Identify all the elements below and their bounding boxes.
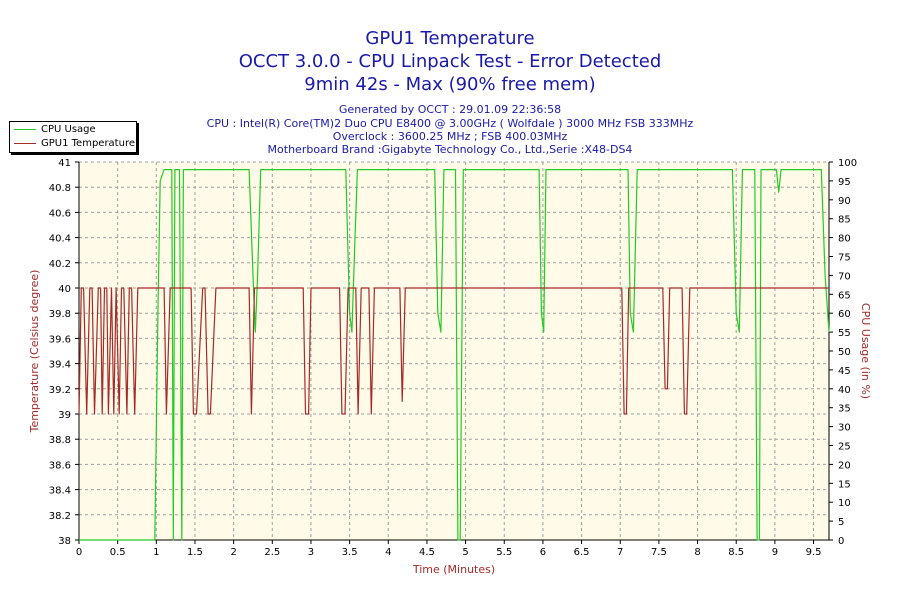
y-right-tick-label: 70 [838, 271, 851, 282]
y-axis-right-label: CPU Usage (in %) [859, 303, 872, 399]
x-tick-label: 1.5 [187, 547, 203, 558]
y-right-tick-label: 30 [838, 423, 851, 434]
x-ticks: 0 0.5 1 1.5 2 2.5 3 3.5 4 4.5 5 5.5 6 6.5 7 7.5 8 8.5 9 9.5 [76, 540, 822, 558]
y-left-tick-label: 39.6 [49, 334, 71, 345]
y-left-tick-label: 40.4 [49, 234, 71, 245]
x-tick-label: 9 [772, 547, 778, 558]
x-tick-label: 1 [153, 547, 159, 558]
y-right-tick-label: 85 [838, 215, 851, 226]
x-tick-label: 4 [385, 547, 391, 558]
y-right-tick-label: 40 [838, 385, 851, 396]
x-axis-label: Time (Minutes) [412, 563, 495, 576]
y-left-ticks: 38 38.2 38.4 38.6 38.8 39 39.2 39.4 39.6 39.8 40 40… [49, 158, 79, 547]
y-right-tick-label: 45 [838, 366, 851, 377]
x-tick-label: 2.5 [264, 547, 280, 558]
gpu-temperature-line [78, 287, 829, 415]
chart-subtitle-duration: 9min 42s - Max (90% free mem) [304, 74, 596, 95]
y-right-tick-label: 75 [838, 253, 851, 264]
cpu-info: CPU : Intel(R) Core(TM)2 Duo CPU E8400 @… [206, 117, 694, 130]
y-left-tick-label: 38.4 [49, 486, 71, 497]
chart-subtitle: OCCT 3.0.0 - CPU Linpack Test - Error De… [238, 51, 662, 72]
overclock-info: Overclock : 3600.25 MHz ; FSB 400.03MHz [332, 130, 568, 143]
chart-title: GPU1 Temperature [365, 28, 535, 49]
x-tick-label: 5.5 [496, 547, 512, 558]
y-right-tick-label: 25 [838, 442, 851, 453]
y-right-tick-label: 60 [838, 309, 851, 320]
x-tick-label: 2 [230, 547, 236, 558]
x-tick-label: 8 [694, 547, 700, 558]
y-right-tick-label: 15 [838, 479, 851, 490]
y-right-tick-label: 50 [838, 347, 851, 358]
legend-swatch-gpu [14, 143, 36, 144]
x-tick-label: 3.5 [342, 547, 358, 558]
y-axis-left-label: Temperature (Celsius degree) [28, 270, 41, 434]
x-tick-label: 7.5 [651, 547, 667, 558]
y-left-tick-label: 39.2 [49, 385, 71, 396]
x-tick-label: 8.5 [728, 547, 744, 558]
y-right-tick-label: 90 [838, 196, 851, 207]
y-right-tick-label: 0 [838, 536, 844, 547]
y-left-tick-label: 40.8 [49, 183, 71, 194]
motherboard-info: Motherboard Brand :Gigabyte Technology C… [267, 143, 633, 156]
x-tick-label: 0.5 [110, 547, 126, 558]
y-right-tick-label: 95 [838, 177, 851, 188]
y-right-tick-label: 80 [838, 234, 851, 245]
y-right-tick-label: 35 [838, 404, 851, 415]
y-left-tick-label: 39.8 [49, 309, 71, 320]
y-left-tick-label: 39.4 [49, 360, 71, 371]
y-left-tick-label: 38.6 [49, 460, 71, 471]
y-right-tick-label: 100 [838, 158, 857, 169]
legend-item-cpu: CPU Usage [14, 123, 96, 136]
cpu-usage-line [79, 169, 830, 541]
y-right-ticks: 0 5 10 15 20 25 30 35 40 45 50 55 60 65 70 75 80 85 90 95 10… [829, 158, 857, 547]
y-left-tick-label: 38.8 [49, 435, 71, 446]
series-group [78, 169, 830, 541]
plot-area [79, 162, 829, 540]
legend-label-gpu: GPU1 Temperature [41, 138, 135, 149]
y-right-tick-label: 10 [838, 498, 851, 509]
legend: CPU Usage GPU1 Temperature [9, 121, 137, 153]
y-right-tick-label: 65 [838, 290, 851, 301]
y-right-tick-label: 20 [838, 460, 851, 471]
x-tick-label: 6.5 [574, 547, 590, 558]
x-tick-label: 5 [462, 547, 468, 558]
y-right-tick-label: 55 [838, 328, 851, 339]
x-tick-label: 3 [308, 547, 314, 558]
legend-swatch-cpu [14, 129, 36, 130]
x-tick-label: 0 [76, 547, 82, 558]
y-left-tick-label: 41 [58, 158, 71, 169]
x-tick-label: 6 [540, 547, 546, 558]
y-left-tick-label: 38 [58, 536, 71, 547]
x-tick-label: 9.5 [806, 547, 822, 558]
legend-label-cpu: CPU Usage [41, 124, 96, 135]
y-left-tick-label: 38.2 [49, 511, 71, 522]
x-tick-label: 7 [617, 547, 623, 558]
x-tick-label: 4.5 [419, 547, 435, 558]
y-left-tick-label: 40 [58, 284, 71, 295]
y-left-tick-label: 40.2 [49, 259, 71, 270]
y-left-tick-label: 40.6 [49, 208, 71, 219]
y-right-tick-label: 5 [838, 517, 844, 528]
legend-item-gpu: GPU1 Temperature [14, 137, 135, 150]
generated-info: Generated by OCCT : 29.01.09 22:36:58 [338, 103, 562, 116]
y-left-tick-label: 39 [58, 410, 71, 421]
